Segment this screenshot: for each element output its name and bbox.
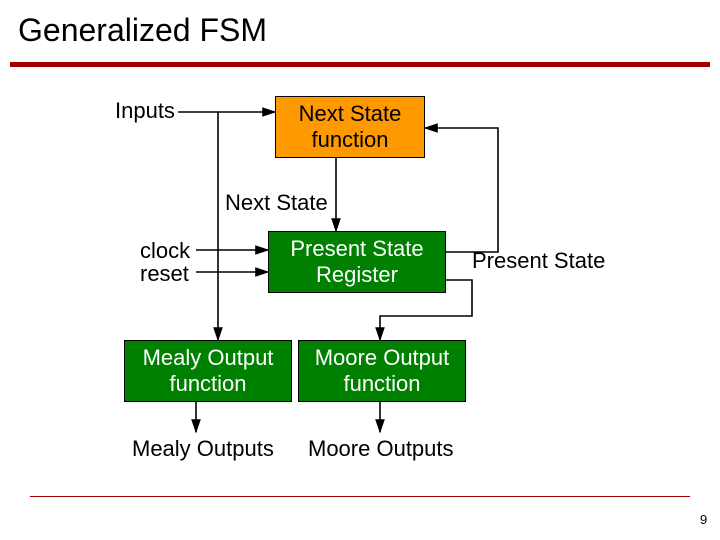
footer-rule: [30, 496, 690, 497]
page-number: 9: [700, 512, 707, 527]
label-inputs: Inputs: [115, 98, 175, 123]
box-next-state-function: Next State function: [275, 96, 425, 158]
box-mealy-output-function: Mealy Output function: [124, 340, 292, 402]
box-present-state-register-text: Present State Register: [269, 236, 445, 288]
box-mealy-output-function-text: Mealy Output function: [125, 345, 291, 397]
label-mealy-outputs: Mealy Outputs: [132, 436, 274, 461]
label-next-state: Next State: [225, 190, 328, 215]
label-moore-outputs: Moore Outputs: [308, 436, 454, 461]
box-next-state-function-text: Next State function: [276, 101, 424, 153]
box-moore-output-function: Moore Output function: [298, 340, 466, 402]
title-underline: [10, 62, 710, 67]
box-present-state-register: Present State Register: [268, 231, 446, 293]
box-moore-output-function-text: Moore Output function: [299, 345, 465, 397]
slide-title: Generalized FSM: [18, 12, 267, 49]
label-present-state: Present State: [472, 248, 605, 273]
label-clock: clock: [140, 238, 190, 263]
label-reset: reset: [140, 261, 189, 286]
